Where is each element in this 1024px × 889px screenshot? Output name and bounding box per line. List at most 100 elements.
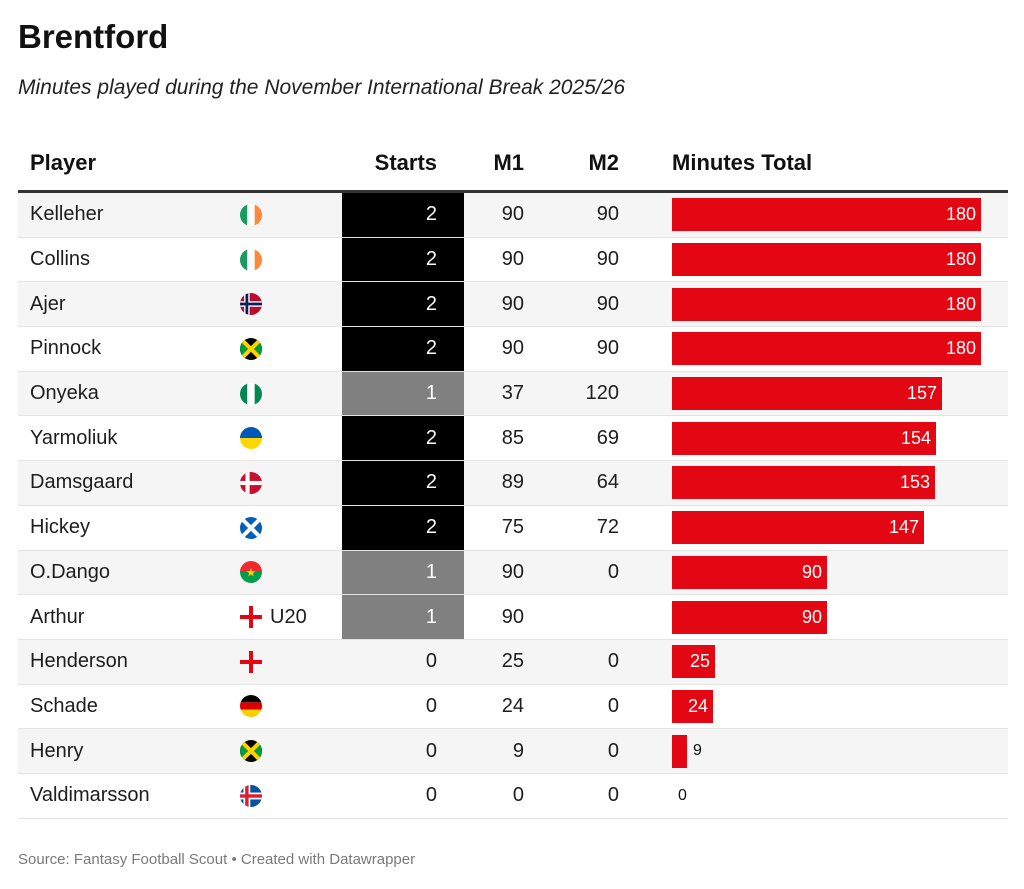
table-row: Collins 2 90 90 180	[18, 237, 1008, 283]
m1-cell: 25	[501, 650, 524, 673]
minutes-total-cell: 153	[672, 461, 1008, 505]
nation-cell: U20	[240, 595, 307, 639]
chart-title: Brentford	[18, 18, 169, 55]
player-name: Kelleher	[30, 203, 104, 226]
minutes-bar: 90	[672, 555, 827, 589]
m1-cell: 90	[501, 337, 524, 360]
minutes-total-cell: 157	[672, 372, 1008, 416]
chart-subtitle: Minutes played during the November Inter…	[18, 76, 626, 99]
table-row: Onyeka 1 37 120 157	[18, 371, 1008, 417]
starts-cell: 2	[342, 327, 464, 371]
nation-cell	[240, 685, 262, 729]
table-row: Damsgaard 2 89 64 153	[18, 461, 1008, 506]
starts-cell: 0	[425, 739, 437, 762]
minutes-total-label: 90	[801, 561, 822, 582]
table-row: Ajer 2 90 90 180	[18, 282, 1008, 328]
player-name: Ajer	[30, 292, 66, 315]
nation-cell	[240, 506, 262, 550]
team-level-label: U20	[270, 605, 307, 628]
player-name: Schade	[30, 694, 98, 717]
minutes-total-cell: 24	[672, 685, 1008, 729]
nation-cell	[240, 461, 262, 505]
starts-cell: 0	[425, 784, 437, 807]
ireland-flag-icon	[240, 248, 262, 271]
starts-cell: 2	[342, 505, 464, 550]
nation-cell	[240, 238, 262, 282]
minutes-bar: 180	[672, 198, 981, 232]
m2-cell: 72	[596, 516, 619, 539]
minutes-total-label: 180	[945, 204, 976, 225]
minutes-bar: 25	[672, 645, 715, 679]
m2-cell: 0	[607, 560, 619, 583]
header-minutes-total: Minutes Total	[672, 150, 813, 175]
m2-cell: 90	[596, 248, 619, 271]
table-row: Pinnock 2 90 90 180	[18, 327, 1008, 372]
nation-cell	[240, 416, 262, 460]
nigeria-flag-icon	[240, 382, 262, 405]
starts-cell: 1	[342, 371, 464, 416]
header-player: Player	[30, 150, 97, 175]
starts-cell: 2	[342, 416, 464, 461]
m2-cell: 0	[607, 739, 619, 762]
burkina-faso-flag-icon	[240, 561, 262, 584]
table-row: Henry 0 9 0 9	[18, 729, 1008, 774]
minutes-total-label: 9	[693, 742, 702, 760]
minutes-total-label: 180	[945, 249, 976, 270]
minutes-total-cell: 25	[672, 640, 1008, 684]
table-row: Henderson 0 25 0 25	[18, 639, 1008, 685]
player-name: Damsgaard	[30, 471, 134, 494]
m1-cell: 85	[501, 426, 524, 449]
minutes-total-cell: 0	[672, 774, 1008, 818]
ukraine-flag-icon	[240, 427, 262, 450]
minutes-total-cell: 147	[672, 506, 1008, 550]
table-row: Hickey 2 75 72 147	[18, 505, 1008, 551]
scotland-flag-icon	[240, 516, 262, 539]
nation-cell	[240, 551, 262, 595]
nation-cell	[240, 640, 262, 684]
m2-cell: 64	[596, 471, 619, 494]
jamaica-flag-icon	[240, 740, 262, 763]
table-row: Kelleher 2 90 90 180	[18, 193, 1008, 238]
m2-cell: 0	[607, 650, 619, 673]
starts-cell: 2	[342, 193, 464, 237]
starts-cell: 2	[342, 282, 464, 327]
m2-cell: 0	[607, 784, 619, 807]
minutes-bar	[672, 734, 687, 768]
table-row: O.Dango 1 90 0 90	[18, 550, 1008, 596]
m1-cell: 90	[501, 203, 524, 226]
player-name: Henderson	[30, 650, 128, 673]
minutes-total-cell: 90	[672, 595, 1008, 639]
header-starts: Starts	[374, 150, 437, 175]
m1-cell: 90	[501, 248, 524, 271]
nation-cell	[240, 327, 262, 371]
starts-cell: 1	[342, 595, 464, 639]
england-flag-icon	[240, 650, 262, 673]
minutes-total-label: 180	[945, 338, 976, 359]
england-flag-icon	[240, 606, 262, 629]
minutes-total-cell: 180	[672, 327, 1008, 371]
player-name: O.Dango	[30, 560, 111, 583]
player-name: Pinnock	[30, 337, 102, 360]
m2-cell: 0	[607, 694, 619, 717]
m2-cell: 90	[596, 292, 619, 315]
ireland-flag-icon	[240, 203, 262, 226]
starts-cell: 1	[342, 550, 464, 595]
jamaica-flag-icon	[240, 337, 262, 360]
m1-cell: 90	[501, 292, 524, 315]
header-m2: M2	[588, 150, 619, 175]
starts-cell: 2	[342, 461, 464, 505]
minutes-total-cell: 180	[672, 282, 1008, 326]
nation-cell	[240, 193, 262, 237]
m1-cell: 0	[512, 784, 524, 807]
m1-cell: 9	[512, 739, 524, 762]
minutes-table: Player Starts M1 M2 Minutes Total Kelleh…	[18, 138, 1008, 819]
minutes-bar: 24	[672, 689, 713, 723]
table-row: Valdimarsson 0 0 0 0	[18, 773, 1008, 819]
minutes-total-cell: 180	[672, 238, 1008, 282]
germany-flag-icon	[240, 695, 262, 718]
minutes-total-label: 147	[888, 517, 919, 538]
minutes-bar: 154	[672, 421, 936, 455]
m2-cell: 69	[596, 426, 619, 449]
player-name: Henry	[30, 739, 84, 762]
nation-cell	[240, 729, 262, 773]
